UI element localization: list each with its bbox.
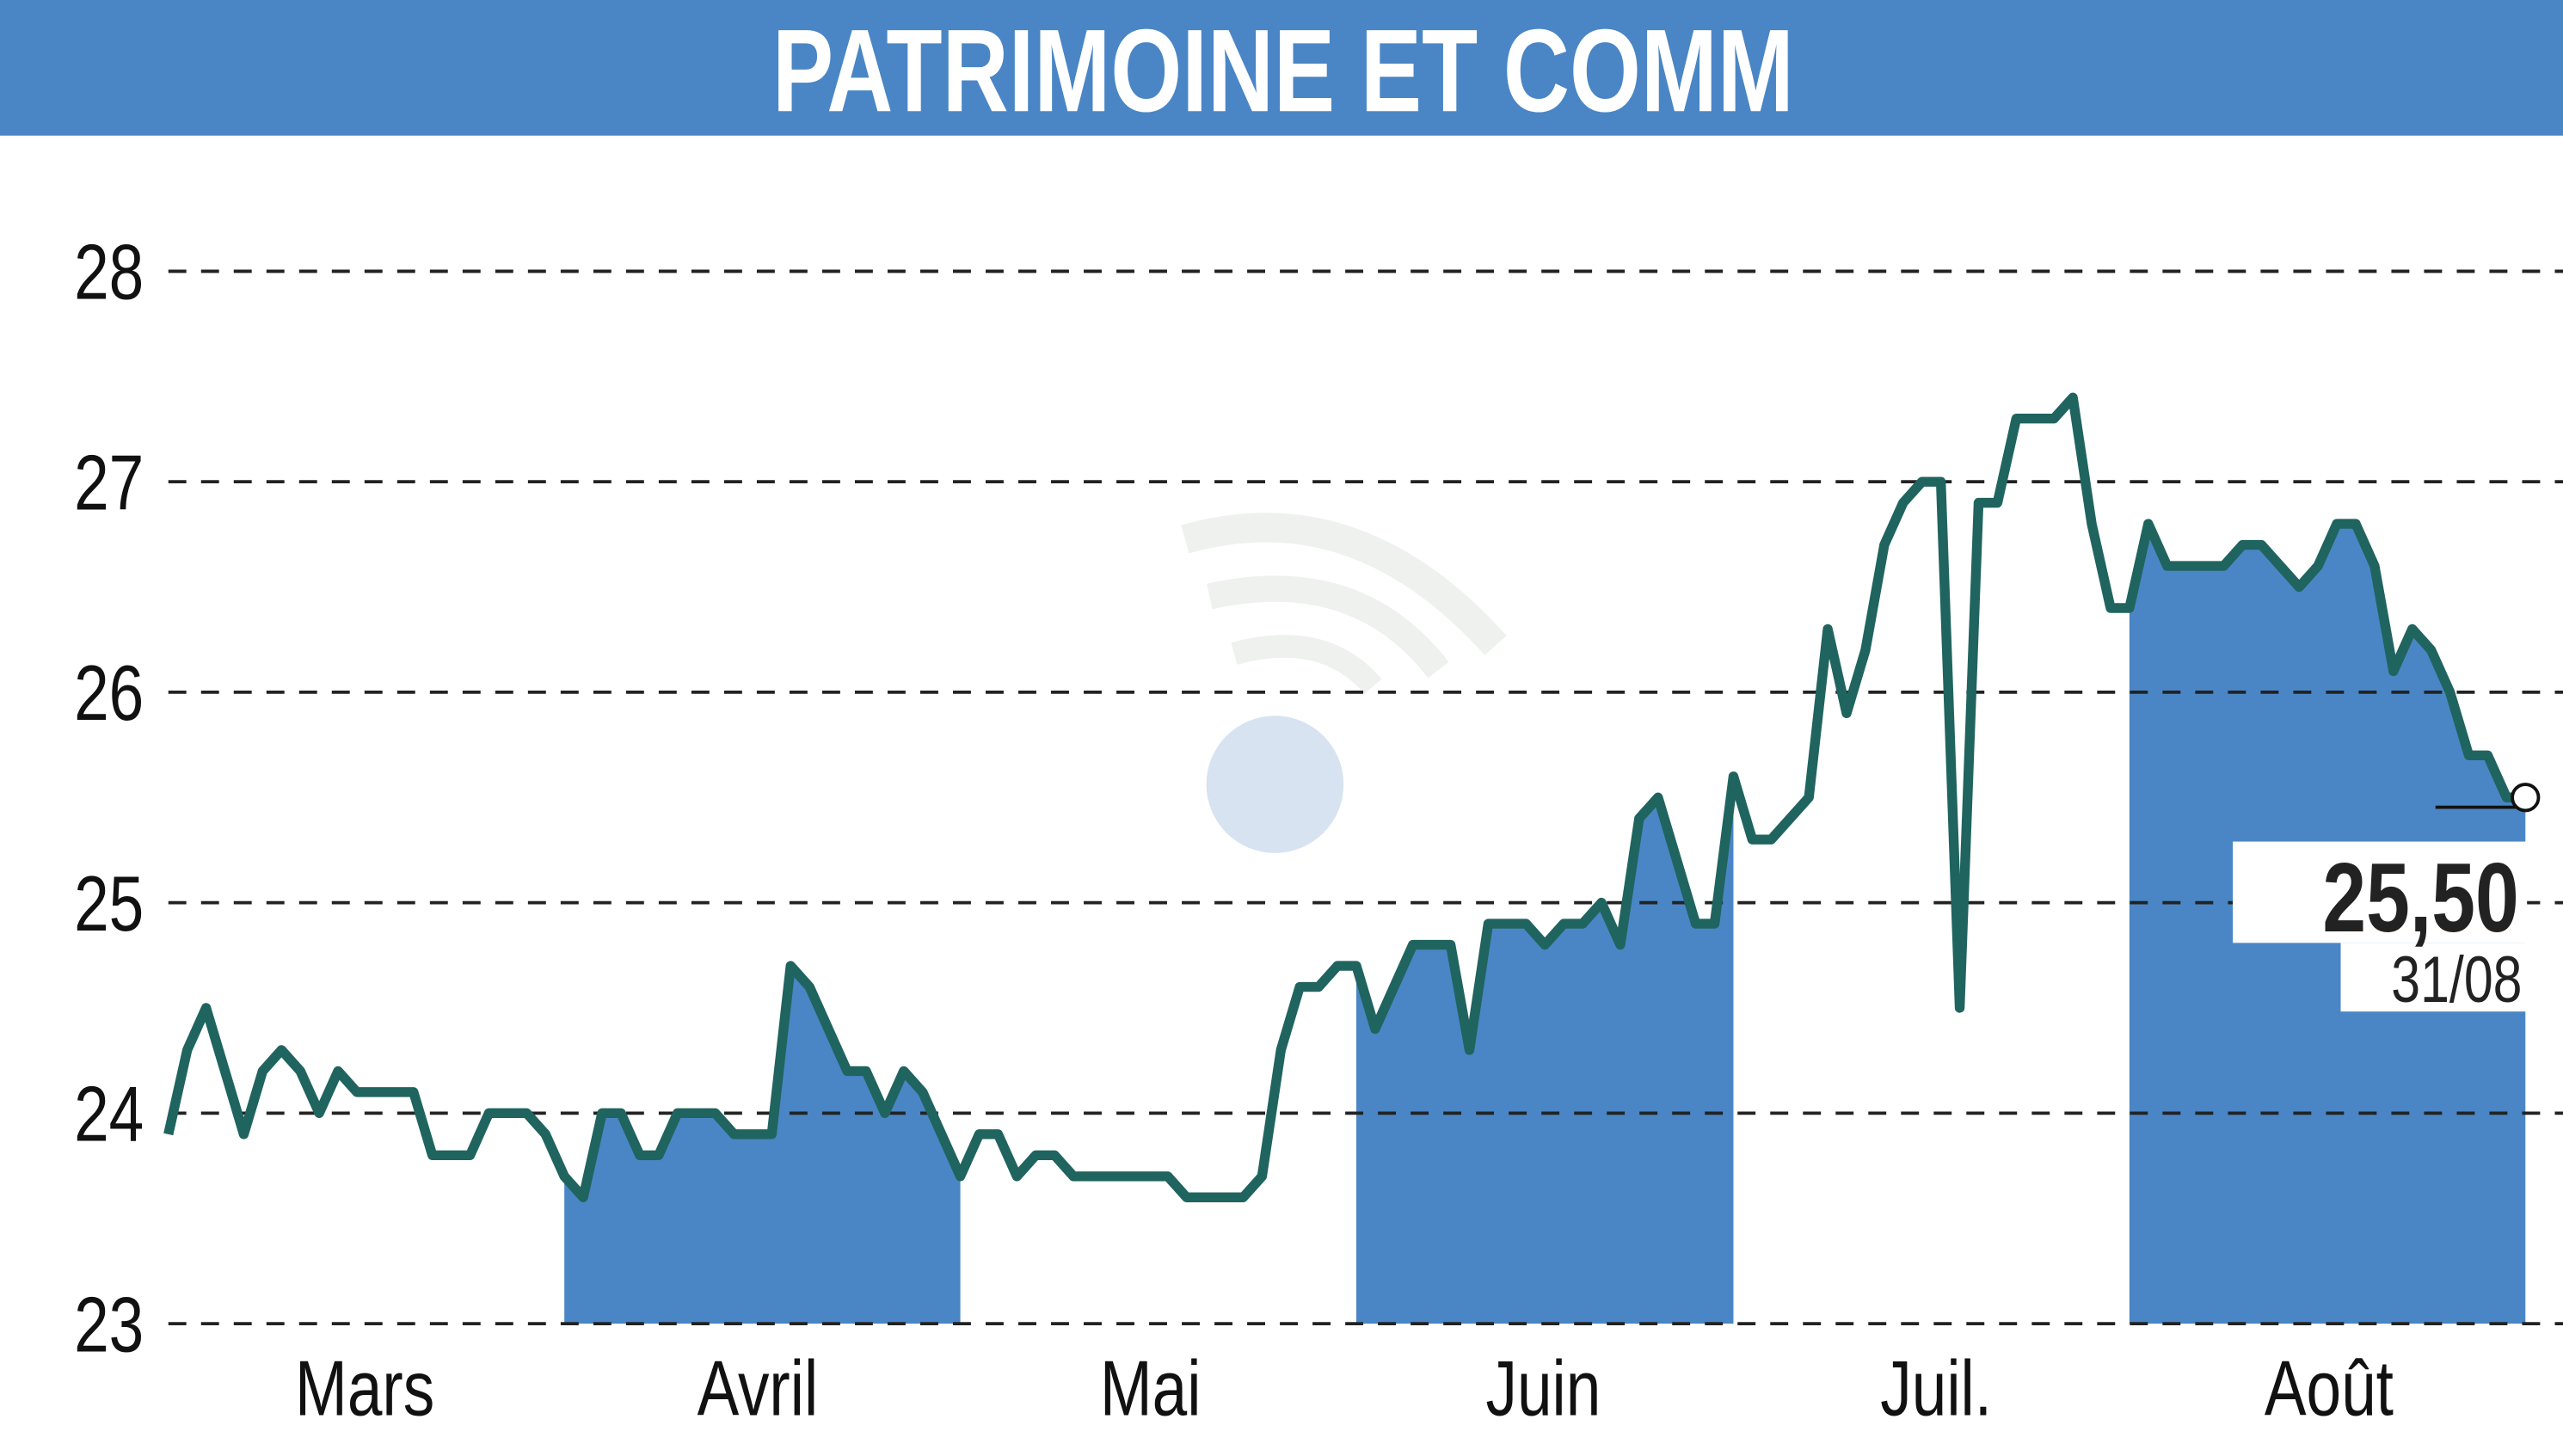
x-tick-label: Août (2265, 1344, 2394, 1433)
y-tick-label: 23 (74, 1281, 144, 1369)
chart-title: PATRIMOINE ET COMM (772, 4, 1794, 136)
y-tick-label: 27 (74, 439, 144, 527)
y-tick-label: 28 (74, 228, 144, 316)
y-tick-label: 24 (74, 1070, 144, 1158)
last-point (2511, 783, 2541, 813)
last-value-label: 25,50 (2322, 843, 2518, 952)
y-tick-label: 25 (74, 859, 144, 948)
price-line (163, 392, 2526, 1202)
x-tick-label: Mai (1100, 1344, 1202, 1433)
x-tick-label: Juil. (1880, 1344, 1992, 1433)
month-shade (564, 966, 961, 1324)
watermark (1181, 513, 1507, 853)
title-bar (0, 0, 2563, 136)
y-tick-label: 26 (74, 648, 144, 737)
month-shade (1355, 776, 1734, 1324)
x-tick-label: Avril (698, 1344, 819, 1433)
x-tick-label: Mars (295, 1344, 434, 1433)
x-tick-label: Juin (1485, 1344, 1601, 1433)
label-box (2233, 841, 2528, 943)
last-date-label: 31/08 (2391, 943, 2522, 1016)
date-box (2340, 943, 2528, 1012)
